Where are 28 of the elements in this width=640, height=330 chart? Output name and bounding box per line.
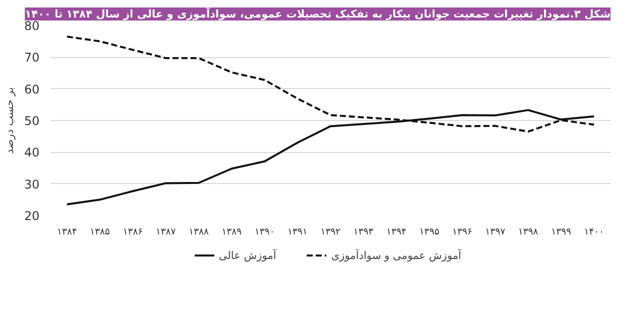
x-tick-label: ۱۳۹۶ (452, 226, 472, 238)
x-tick-label: ۱۳۸۶ (122, 226, 143, 238)
y-tick-label: 30 (24, 177, 40, 192)
y-tick-label: 50 (24, 114, 40, 128)
y-tick-label: 20 (24, 209, 40, 223)
y-axis-title: بر حسب درصد (3, 87, 16, 154)
legend-label: آموزش عالی (218, 248, 276, 262)
x-tick-label: ۱۳۸۸ (188, 226, 209, 238)
x-tick-label: ۱۳۸۷ (156, 226, 176, 238)
legend-label: آموزش عمومی و سوادآموزی (331, 248, 462, 262)
x-tick-label: ۱۴۰۰ (584, 226, 604, 238)
chart-title: شکل ۳.نمودار تغییرات جمعیت جوانان بیکار به تفکیک تحصیلات عمومی، سوادآموزی و عالی از سال ۱۳۸۴ تا ۱۴۰۰ (24, 6, 611, 20)
x-tick-label: ۱۳۹۰ (254, 226, 275, 238)
x-tick-label: ۱۳۹۳ (353, 226, 374, 238)
y-tick-label: 60 (24, 82, 40, 96)
x-tick-label: ۱۳۹۹ (551, 226, 572, 238)
x-tick-label: ۱۳۹۸ (518, 226, 538, 238)
x-tick-label: ۱۳۹۱ (288, 226, 308, 238)
x-tick-label: ۱۳۸۴ (56, 226, 77, 238)
y-tick-label: 40 (24, 146, 40, 160)
x-tick-label: ۱۳۸۹ (222, 226, 242, 238)
x-tick-label: ۱۳۹۵ (419, 226, 440, 238)
y-tick-label: 70 (24, 50, 40, 65)
x-tick-label: ۱۳۹۷ (485, 226, 506, 238)
x-tick-label: ۱۳۸۵ (90, 226, 110, 238)
y-tick-label: 80 (24, 19, 40, 33)
x-tick-label: ۱۳۹۲ (320, 226, 341, 238)
x-tick-label: ۱۳۹۴ (386, 226, 406, 238)
